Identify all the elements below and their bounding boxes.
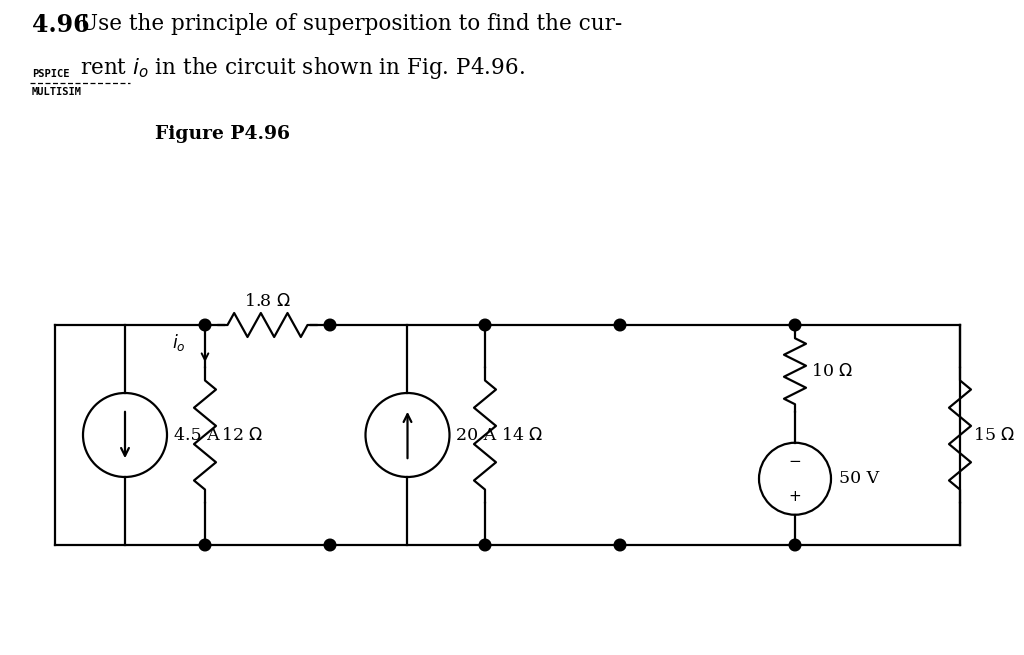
- Circle shape: [790, 539, 801, 551]
- Circle shape: [614, 539, 626, 551]
- Text: PSPICE: PSPICE: [32, 69, 70, 79]
- Text: 1.8 $\Omega$: 1.8 $\Omega$: [244, 293, 291, 310]
- Text: 4.5 A: 4.5 A: [174, 426, 219, 443]
- Text: $i_o$: $i_o$: [172, 332, 186, 353]
- Text: 14 $\Omega$: 14 $\Omega$: [501, 426, 544, 443]
- Text: Use the principle of superposition to find the cur-: Use the principle of superposition to fi…: [80, 13, 623, 35]
- Text: 20 A: 20 A: [457, 426, 497, 443]
- Circle shape: [479, 319, 490, 331]
- Text: rent $i_o$ in the circuit shown in Fig. P4.96.: rent $i_o$ in the circuit shown in Fig. …: [80, 55, 524, 81]
- Text: Figure P4.96: Figure P4.96: [155, 125, 290, 143]
- Text: 4.96: 4.96: [32, 13, 90, 37]
- Circle shape: [325, 539, 336, 551]
- Circle shape: [200, 319, 211, 331]
- Text: MULTISIM: MULTISIM: [32, 87, 82, 97]
- Circle shape: [200, 539, 211, 551]
- Text: 12 $\Omega$: 12 $\Omega$: [221, 426, 263, 443]
- Text: −: −: [788, 454, 802, 469]
- Circle shape: [790, 319, 801, 331]
- Circle shape: [614, 319, 626, 331]
- Circle shape: [325, 319, 336, 331]
- Text: +: +: [788, 489, 802, 504]
- Text: 15 $\Omega$: 15 $\Omega$: [973, 426, 1015, 443]
- Text: 50 V: 50 V: [839, 470, 880, 487]
- Text: 10 $\Omega$: 10 $\Omega$: [811, 363, 853, 380]
- Circle shape: [479, 539, 490, 551]
